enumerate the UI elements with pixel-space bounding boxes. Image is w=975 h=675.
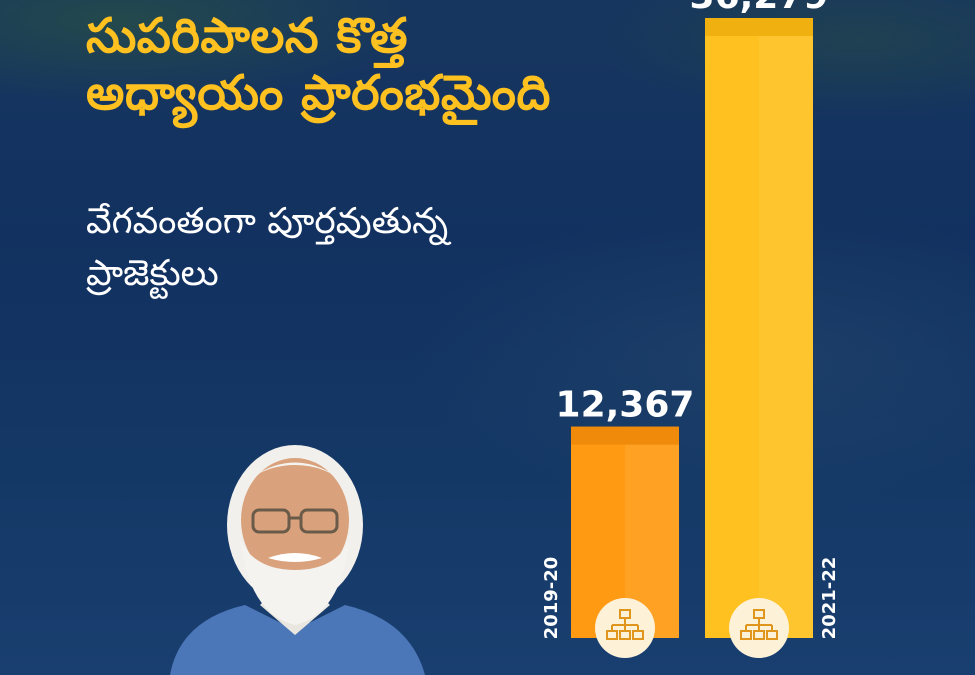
headline: సుపరిపాలన కొత్త అధ్యాయం ప్రారంభమైంది xyxy=(86,8,551,121)
category-label-2021-22: 2021-22 xyxy=(819,557,840,640)
bar-top-band xyxy=(571,426,679,445)
category-label-2019-20: 2019-20 xyxy=(541,557,562,640)
bar-group-2021-22: 36,279 2021-22 xyxy=(690,0,840,658)
hierarchy-org-chart-icon xyxy=(729,598,789,658)
bar-highlight xyxy=(759,18,813,638)
bar-top-band xyxy=(705,18,813,36)
value-label-2021-22: 36,279 xyxy=(690,0,829,17)
bar-2021-22 xyxy=(705,18,813,638)
hierarchy-org-chart-icon xyxy=(595,598,655,658)
subheadline: వేగవంతంగా పూర్తవుతున్న ప్రాజెక్టులు xyxy=(86,201,449,295)
person-portrait xyxy=(170,445,425,675)
value-label-2019-20: 12,367 xyxy=(556,385,695,426)
bar-group-2019-20: 12,367 2019-20 xyxy=(541,385,694,658)
